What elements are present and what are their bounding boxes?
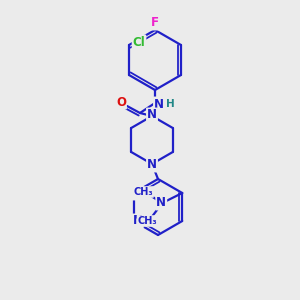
Text: N: N xyxy=(133,214,143,227)
Text: N: N xyxy=(156,196,166,209)
Text: N: N xyxy=(147,158,157,172)
Text: Cl: Cl xyxy=(133,35,146,49)
Text: N: N xyxy=(147,109,157,122)
Text: N: N xyxy=(133,187,143,200)
Text: N: N xyxy=(154,98,164,110)
Text: CH₃: CH₃ xyxy=(137,216,157,226)
Text: H: H xyxy=(166,99,174,109)
Text: F: F xyxy=(151,16,159,29)
Text: O: O xyxy=(116,95,126,109)
Text: CH₃: CH₃ xyxy=(134,187,153,197)
